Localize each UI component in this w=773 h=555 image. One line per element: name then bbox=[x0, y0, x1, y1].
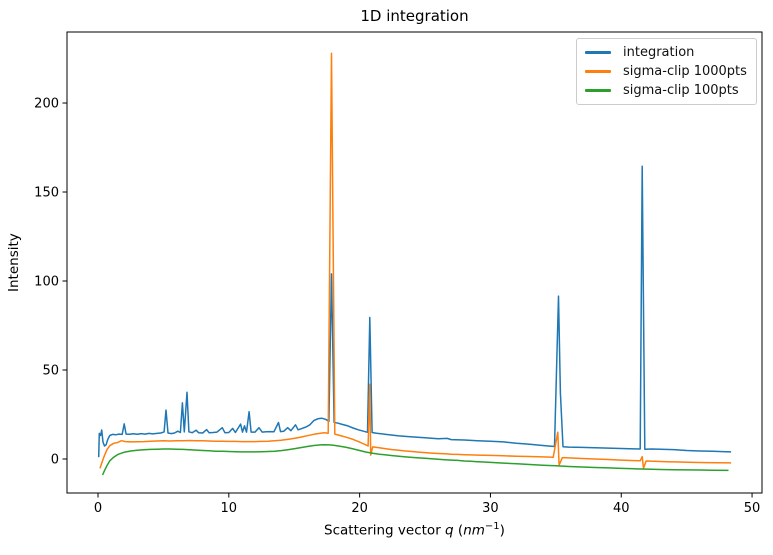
legend-line-swatch-orange bbox=[585, 70, 611, 73]
y-axis-label: Intensity bbox=[6, 233, 22, 292]
legend-line-swatch-green bbox=[585, 89, 611, 92]
series-line-sigma-clip-100pts bbox=[101, 444, 729, 476]
x-axis-label-q: q bbox=[445, 522, 454, 539]
x-tick-label: 0 bbox=[94, 501, 102, 516]
x-axis-label-open-paren: ( bbox=[453, 522, 464, 539]
y-tick-label: 50 bbox=[42, 364, 59, 379]
y-tick-label: 200 bbox=[34, 97, 59, 112]
legend-label: sigma-clip 100pts bbox=[623, 83, 739, 98]
y-tick-label: 100 bbox=[34, 275, 59, 290]
x-axis-label: Scattering vector q (nm−1) bbox=[67, 521, 762, 539]
x-tick-label: 20 bbox=[351, 501, 368, 516]
chart-title: 1D integration bbox=[360, 7, 469, 25]
legend-label: integration bbox=[623, 45, 695, 60]
legend-item: sigma-clip 100pts bbox=[585, 84, 748, 97]
series-line-sigma-clip-1000pts bbox=[99, 52, 732, 470]
legend-item: sigma-clip 1000pts bbox=[585, 65, 748, 78]
y-tick-label: 150 bbox=[34, 186, 59, 201]
legend-label: sigma-clip 1000pts bbox=[623, 64, 747, 79]
x-axis-label-prefix: Scattering vector bbox=[324, 522, 446, 539]
x-tick-label: 40 bbox=[613, 501, 630, 516]
x-tick-label: 50 bbox=[744, 501, 761, 516]
axes-frame bbox=[66, 31, 763, 494]
x-tick-label: 10 bbox=[221, 501, 238, 516]
x-axis-label-close-paren: ) bbox=[499, 522, 505, 539]
legend: integration sigma-clip 1000pts sigma-cli… bbox=[576, 38, 757, 105]
x-axis-label-unit: nm bbox=[463, 522, 485, 539]
legend-item: integration bbox=[585, 46, 748, 59]
series-line-integration bbox=[97, 165, 732, 458]
legend-line-swatch-blue bbox=[585, 51, 611, 54]
x-axis-label-exponent: −1 bbox=[484, 521, 500, 532]
x-tick-label: 30 bbox=[482, 501, 499, 516]
y-tick-label: 0 bbox=[51, 453, 59, 468]
